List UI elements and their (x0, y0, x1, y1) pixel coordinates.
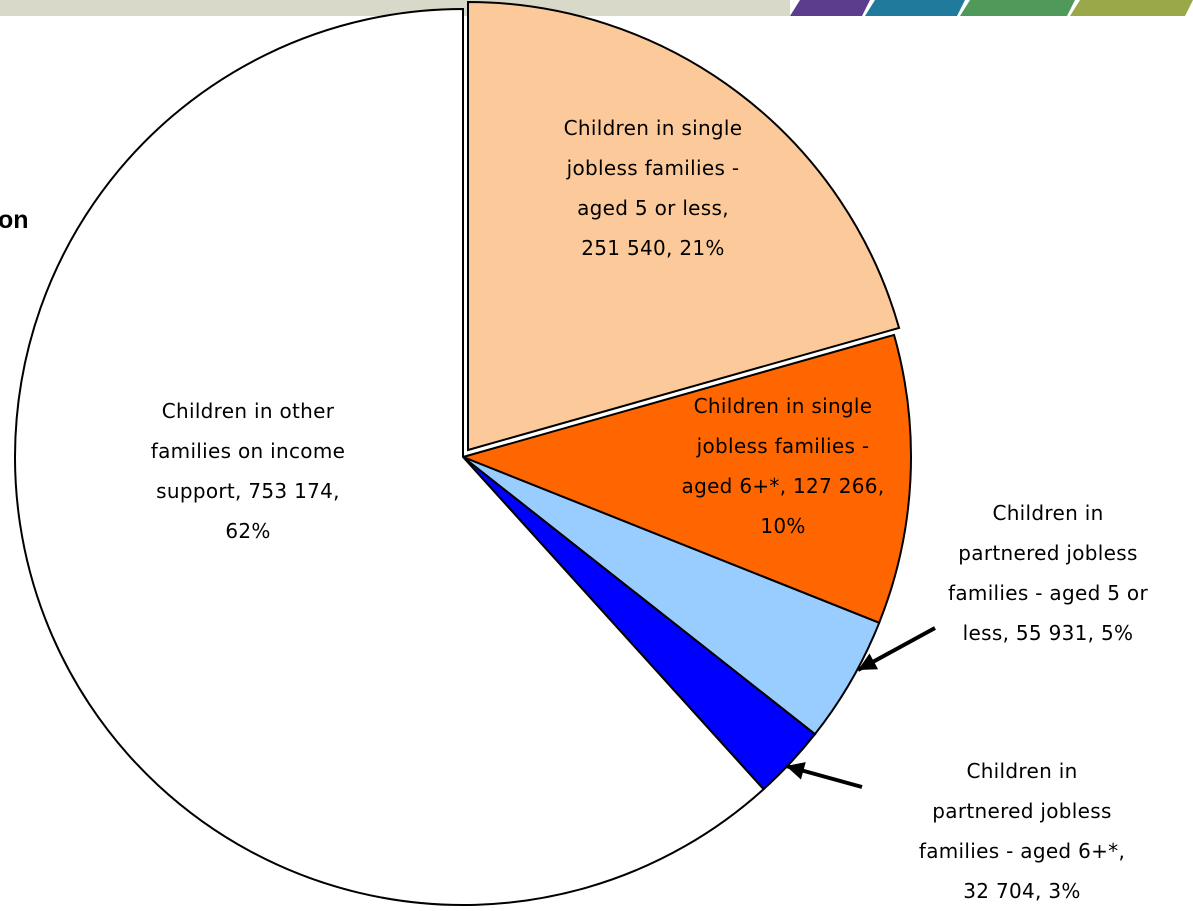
slice-label-line: 32 704, 3% (963, 879, 1080, 903)
pie-slice-2 (459, 333, 912, 625)
banner-segment (960, 0, 1075, 16)
slice-label-line: Children in (992, 501, 1103, 525)
slice-label-4: Children in partnered jobless families - a… (919, 759, 1125, 903)
slice-label-line: families - aged 5 or (948, 581, 1148, 605)
slice-label-line: 10% (760, 514, 805, 538)
slice-label-line: families on income (151, 439, 345, 463)
slice-label-line: partnered jobless (958, 541, 1137, 565)
slice-label-line: less, 55 931, 5% (963, 621, 1134, 645)
slice-label-line: aged 5 or less, (577, 196, 729, 220)
slice-label-line: jobless families - (696, 434, 870, 458)
slice-label-line: Children in (966, 759, 1077, 783)
leader-arrow-3 (857, 626, 936, 672)
slice-label-3: Children in partnered jobless families - a… (948, 501, 1148, 645)
slice-label-line: families - aged 6+*, (919, 839, 1125, 863)
banner-strip (0, 0, 790, 16)
slice-label-line: support, 753 174, (156, 479, 340, 503)
slice-label-line: Children in single (694, 394, 873, 418)
slice-label-5: Children in other families on income suppo… (151, 399, 345, 543)
banner-segment (790, 0, 870, 16)
slice-label-2: Children in single jobless families - aged… (682, 394, 885, 538)
banner-segment (865, 0, 965, 16)
pie-slice-1 (467, 0, 901, 452)
leader-arrow-4 (785, 762, 863, 789)
slice-label-line: partnered jobless (932, 799, 1111, 823)
pie-slice-5 (14, 7, 765, 906)
top-banner-decoration (0, 0, 1193, 16)
slice-label-line: 62% (225, 519, 270, 543)
slice-label-line: Children in other (162, 399, 335, 423)
slice-label-line: Children in single (564, 116, 743, 140)
slice-label-1: Children in single jobless families - aged… (564, 116, 743, 260)
truncated-heading: on (0, 206, 29, 234)
banner-segment (1070, 0, 1193, 16)
slice-label-line: 251 540, 21% (581, 236, 724, 260)
slice-label-line: jobless families - (566, 156, 740, 180)
slice-label-line: aged 6+*, 127 266, (682, 474, 885, 498)
